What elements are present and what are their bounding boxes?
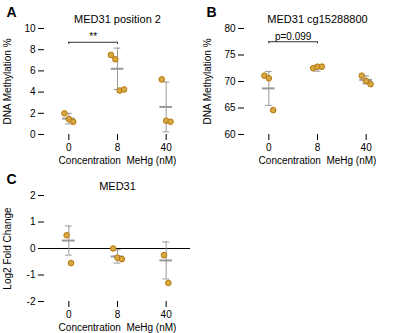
svg-text:DNA Methylation %: DNA Methylation % (202, 38, 213, 124)
svg-text:-2: -2 (27, 295, 36, 306)
svg-text:**: ** (89, 31, 97, 42)
svg-text:0: 0 (30, 129, 36, 140)
svg-text:B: B (207, 4, 217, 20)
svg-text:70: 70 (224, 76, 236, 87)
svg-text:4: 4 (30, 86, 36, 97)
svg-text:0: 0 (30, 242, 36, 253)
svg-text:0: 0 (66, 308, 72, 319)
svg-text:p=0.099: p=0.099 (275, 31, 312, 42)
svg-text:A: A (7, 4, 17, 20)
svg-text:2: 2 (30, 108, 36, 119)
svg-text:75: 75 (224, 49, 236, 60)
svg-text:MED31 cg15288800: MED31 cg15288800 (267, 13, 367, 25)
svg-text:8: 8 (115, 142, 121, 153)
svg-text:-1: -1 (27, 269, 36, 280)
svg-text:C: C (7, 170, 17, 186)
svg-text:0: 0 (266, 142, 272, 153)
svg-text:60: 60 (224, 129, 236, 140)
svg-text:Concentration MeHg (nM): Concentration MeHg (nM) (59, 321, 177, 332)
svg-text:2: 2 (30, 189, 36, 200)
svg-text:1: 1 (30, 216, 36, 227)
svg-text:Concentration MeHg (nM): Concentration MeHg (nM) (59, 155, 177, 166)
svg-text:0: 0 (66, 142, 72, 153)
svg-text:40: 40 (361, 142, 373, 153)
svg-text:65: 65 (224, 102, 236, 113)
svg-text:DNA Methylation %: DNA Methylation % (2, 38, 13, 124)
svg-text:6: 6 (30, 65, 36, 76)
svg-text:8: 8 (115, 308, 121, 319)
svg-text:80: 80 (224, 23, 236, 34)
svg-text:MED31 position 2: MED31 position 2 (74, 13, 161, 25)
svg-text:40: 40 (161, 308, 173, 319)
svg-text:Log2 Fold Change: Log2 Fold Change (2, 206, 13, 289)
svg-text:10: 10 (24, 23, 36, 34)
svg-text:40: 40 (161, 142, 173, 153)
svg-text:Concentration MeHg (nM): Concentration MeHg (nM) (259, 155, 377, 166)
svg-text:MED31: MED31 (99, 179, 136, 191)
svg-text:8: 8 (30, 44, 36, 55)
svg-text:8: 8 (315, 142, 321, 153)
